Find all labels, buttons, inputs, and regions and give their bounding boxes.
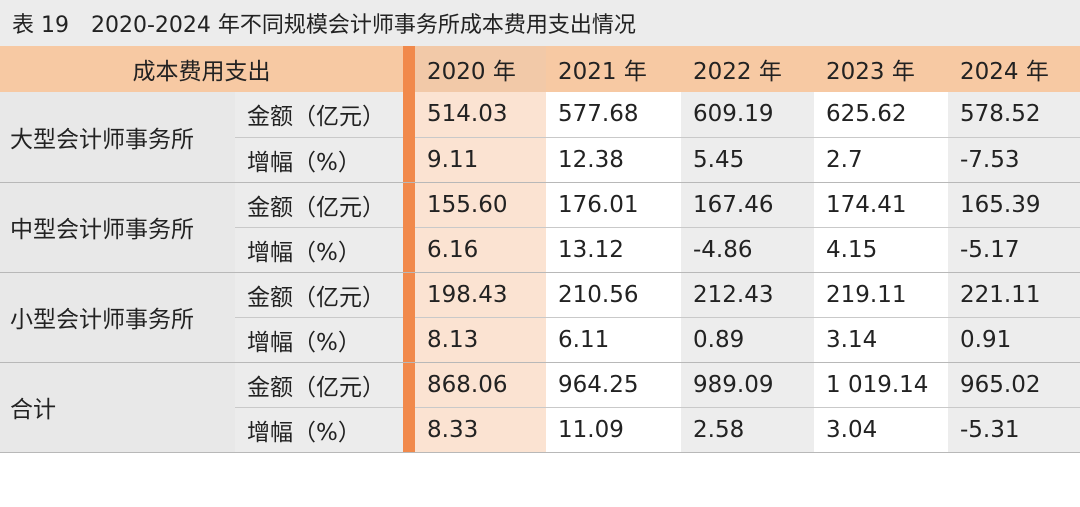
column-divider bbox=[403, 46, 415, 92]
table-cell: 0.89 bbox=[681, 317, 814, 363]
table-row: 大型会计师事务所 金额（亿元） 514.03 577.68 609.19 625… bbox=[0, 92, 1080, 183]
table-cell: 165.39 bbox=[948, 182, 1080, 228]
table-row: 增幅（%） 6.16 13.12 -4.86 4.15 -5.17 bbox=[0, 227, 1080, 273]
table-cell: 6.16 bbox=[415, 227, 546, 273]
table-row: 增幅（%） 9.11 12.38 5.45 2.7 -7.53 bbox=[0, 137, 1080, 183]
table-cell: -4.86 bbox=[681, 227, 814, 273]
table-cell: 174.41 bbox=[814, 182, 948, 228]
table-row: 中型会计师事务所 金额（亿元） 155.60 176.01 167.46 174… bbox=[0, 182, 1080, 273]
table-cell: 155.60 bbox=[415, 182, 546, 228]
column-divider bbox=[403, 227, 415, 273]
metric-label: 金额（亿元） bbox=[235, 182, 403, 228]
table-cell: 167.46 bbox=[681, 182, 814, 228]
table-cell: 3.04 bbox=[814, 407, 948, 453]
table-cell: 868.06 bbox=[415, 362, 546, 408]
header-category: 成本费用支出 bbox=[0, 46, 403, 92]
metric-label: 增幅（%） bbox=[235, 227, 403, 273]
table-cell: 198.43 bbox=[415, 272, 546, 318]
column-divider bbox=[403, 92, 415, 137]
table-cell: 176.01 bbox=[546, 182, 681, 228]
table-cell: 2.58 bbox=[681, 407, 814, 453]
table-cell: 577.68 bbox=[546, 92, 681, 138]
metric-label: 增幅（%） bbox=[235, 317, 403, 363]
table-cell: 2.7 bbox=[814, 137, 948, 183]
table-cell: 8.13 bbox=[415, 317, 546, 363]
table-row: 合计 金额（亿元） 868.06 964.25 989.09 1 019.14 … bbox=[0, 362, 1080, 453]
table-cell: 219.11 bbox=[814, 272, 948, 318]
table-cell: 9.11 bbox=[415, 137, 546, 183]
table-cell: 989.09 bbox=[681, 362, 814, 408]
table-cell: 6.11 bbox=[546, 317, 681, 363]
header-year-2020: 2020 年 bbox=[415, 46, 546, 92]
table-row: 小型会计师事务所 金额（亿元） 198.43 210.56 212.43 219… bbox=[0, 272, 1080, 363]
column-divider bbox=[403, 182, 415, 227]
table-cell: 8.33 bbox=[415, 407, 546, 453]
table-cell: 13.12 bbox=[546, 227, 681, 273]
metric-label: 金额（亿元） bbox=[235, 272, 403, 318]
header-year-2022: 2022 年 bbox=[681, 46, 814, 92]
table-cell: 965.02 bbox=[948, 362, 1080, 408]
group-label-small: 小型会计师事务所 bbox=[0, 272, 235, 363]
header-year-2024: 2024 年 bbox=[948, 46, 1080, 92]
table-cell: 578.52 bbox=[948, 92, 1080, 138]
table-cell: -7.53 bbox=[948, 137, 1080, 183]
group-label-large: 大型会计师事务所 bbox=[0, 92, 235, 183]
table-cell: 11.09 bbox=[546, 407, 681, 453]
table-cell: 3.14 bbox=[814, 317, 948, 363]
table-cell: 609.19 bbox=[681, 92, 814, 138]
table-cell: -5.17 bbox=[948, 227, 1080, 273]
group-label-medium: 中型会计师事务所 bbox=[0, 182, 235, 273]
table-row: 增幅（%） 8.13 6.11 0.89 3.14 0.91 bbox=[0, 317, 1080, 363]
table-cell: 964.25 bbox=[546, 362, 681, 408]
table-cell: 514.03 bbox=[415, 92, 546, 138]
table-cell: 212.43 bbox=[681, 272, 814, 318]
header-year-2021: 2021 年 bbox=[546, 46, 681, 92]
table-title: 表 19 2020-2024 年不同规模会计师事务所成本费用支出情况 bbox=[0, 0, 1080, 46]
table-cell: 210.56 bbox=[546, 272, 681, 318]
table-cell: 1 019.14 bbox=[814, 362, 948, 408]
metric-label: 金额（亿元） bbox=[235, 362, 403, 408]
header-row: 成本费用支出 2020 年 2021 年 2022 年 2023 年 2024 … bbox=[0, 46, 1080, 92]
metric-label: 增幅（%） bbox=[235, 407, 403, 453]
table-cell: 0.91 bbox=[948, 317, 1080, 363]
table-cell: 4.15 bbox=[814, 227, 948, 273]
metric-label: 金额（亿元） bbox=[235, 92, 403, 138]
column-divider bbox=[403, 272, 415, 317]
metric-label: 增幅（%） bbox=[235, 137, 403, 183]
header-year-2023: 2023 年 bbox=[814, 46, 948, 92]
table-cell: 625.62 bbox=[814, 92, 948, 138]
column-divider bbox=[403, 137, 415, 183]
table-cell: 5.45 bbox=[681, 137, 814, 183]
column-divider bbox=[403, 407, 415, 453]
group-label-total: 合计 bbox=[0, 362, 235, 453]
column-divider bbox=[403, 317, 415, 363]
table-cell: -5.31 bbox=[948, 407, 1080, 453]
column-divider bbox=[403, 362, 415, 407]
table-row: 增幅（%） 8.33 11.09 2.58 3.04 -5.31 bbox=[0, 407, 1080, 453]
table-cell: 12.38 bbox=[546, 137, 681, 183]
cost-expense-table: 成本费用支出 2020 年 2021 年 2022 年 2023 年 2024 … bbox=[0, 46, 1080, 453]
table-cell: 221.11 bbox=[948, 272, 1080, 318]
